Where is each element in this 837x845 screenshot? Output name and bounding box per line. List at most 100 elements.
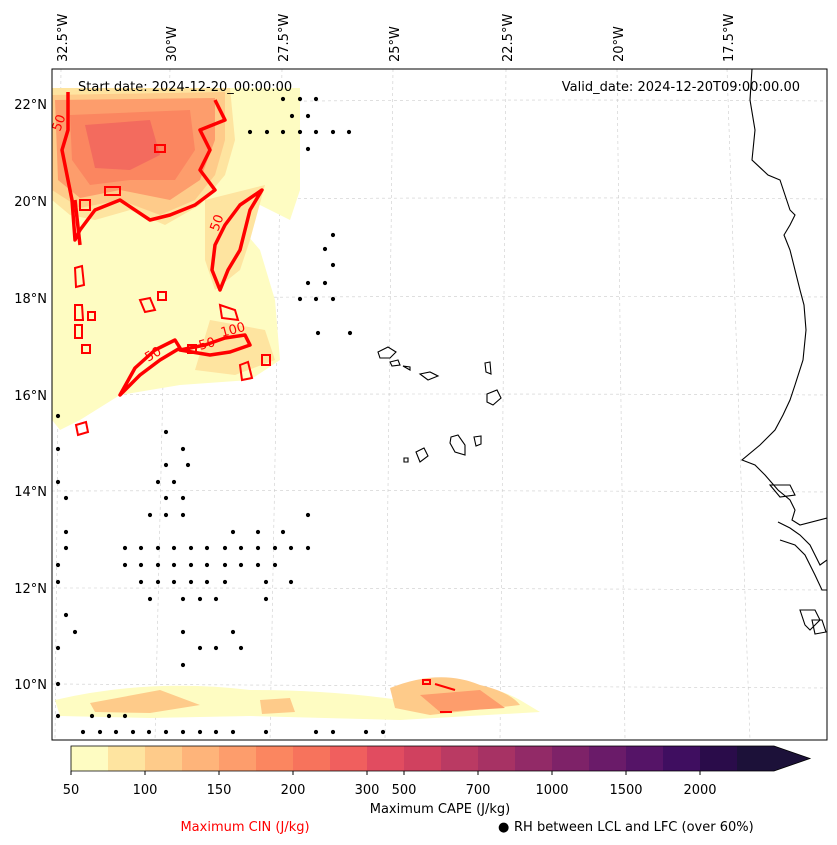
rh-dot [188,545,194,551]
rh-dot [322,246,328,252]
rh-dot [255,529,261,535]
rh-dot [163,495,169,501]
colorbar-swatch [700,746,737,771]
rh-dot [305,280,311,286]
colorbar-swatch [330,746,367,771]
rh-dot [122,562,128,568]
cin-contour-labels: 50 50 50 100 50 [50,113,247,366]
rh-dot [313,129,319,135]
rh-dot [180,662,186,668]
rh-dot [122,713,128,719]
rh-dot [222,545,228,551]
colorbar-tick-label: 50 [63,783,80,798]
rh-dot [155,579,161,585]
rh-dot [138,562,144,568]
rh-dot [280,129,286,135]
rh-dot [138,545,144,551]
rh-dot [330,232,336,238]
colorbar-tick-label: 700 [466,783,491,798]
rh-dot [180,495,186,501]
colorbar-swatch [293,746,330,771]
colorbar-title: Maximum CAPE (J/kg) [370,802,510,817]
rh-dot [63,495,69,501]
latitude-labels: 22°N 20°N 18°N 16°N 14°N 12°N 10°N [14,98,47,693]
rh-dot [155,545,161,551]
coastline [740,69,827,635]
rh-dot [213,596,219,602]
cape-colorbar [70,745,812,772]
colorbar-swatch [737,746,774,771]
rh-dot [180,512,186,518]
map-border [51,68,828,741]
colorbar-tick-label: 150 [207,783,232,798]
rh-dot [297,296,303,302]
rh-dot [138,579,144,585]
lat-label: 16°N [14,389,47,404]
rh-dot [247,129,253,135]
contour-label: 50 [208,213,228,234]
contour-label: 100 [219,320,247,341]
rh-dot [113,729,119,735]
rh-dot [55,713,61,719]
rh-dot [330,129,336,135]
rh-dot [222,579,228,585]
cin-legend-label: Maximum CIN (J/kg) [180,820,309,835]
colorbar-tick-labels: 50 100 150 200 300 500 700 1000 1500 2000 [63,771,717,798]
rh-dot [297,129,303,135]
rh-dot [289,113,295,119]
rh-dot [230,629,236,635]
rh-dot [55,413,61,419]
rh-dot [204,545,210,551]
colorbar-swatch [663,746,700,771]
rh-dot [305,146,311,152]
rh-dot [55,579,61,585]
colorbar-tick-label: 1500 [609,783,642,798]
rh-dot [313,729,319,735]
colorbar-extend-arrow [774,746,810,771]
rh-dot [63,612,69,618]
rh-dot [222,562,228,568]
rh-dot [213,729,219,735]
rh-dot [213,645,219,651]
colorbar-tick-label: 300 [355,783,380,798]
colorbar-tick-label: 200 [281,783,306,798]
colorbar-swatch [71,746,108,771]
colorbar-swatch [367,746,404,771]
rh-stippling [55,96,386,735]
rh-dot [63,529,69,535]
rh-dot [305,512,311,518]
rh-dot [305,545,311,551]
rh-dot [55,681,61,687]
rh-dot [297,96,303,102]
start-date: Start date: 2024-12-20_00:00:00 [78,80,292,95]
lat-label: 12°N [14,582,47,597]
rh-dot [264,129,270,135]
rh-dot [330,262,336,268]
contour-label: 50 [50,113,70,134]
colorbar-outline [70,745,812,772]
rh-dot [263,596,269,602]
rh-dot [330,729,336,735]
rh-dot [204,562,210,568]
cape-verde-islands [377,346,502,463]
rh-dot [313,96,319,102]
rh-dot [204,579,210,585]
colorbar-swatch [589,746,626,771]
longitude-labels: 32.5°W 30°W 27.5°W 25°W 22.5°W 20°W 17.5… [56,14,737,62]
lat-label: 22°N [14,98,47,113]
rh-dot [147,512,153,518]
rh-dot [188,562,194,568]
rh-dot [155,562,161,568]
rh-dot [180,446,186,452]
colorbar-swatch [552,746,589,771]
rh-dot [255,562,261,568]
rh-dot [230,729,236,735]
colorbar-tick-label: 100 [133,783,158,798]
rh-dot [288,545,294,551]
rh-dot [180,629,186,635]
lat-label: 18°N [14,292,47,307]
rh-dot [238,645,244,651]
colorbar-swatch [478,746,515,771]
rh-dot [272,562,278,568]
rh-dot [197,645,203,651]
